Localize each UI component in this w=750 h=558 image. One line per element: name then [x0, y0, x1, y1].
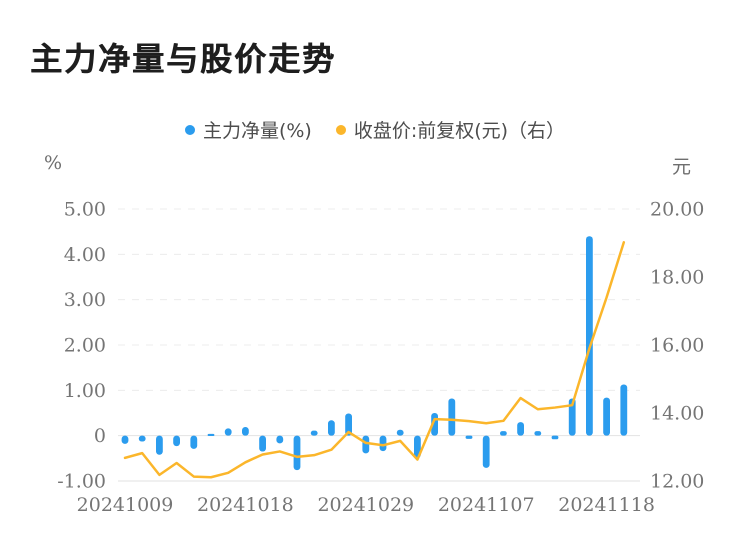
bar-20241016[interactable] — [207, 433, 215, 437]
x-axis-tick-label: 20241118 — [558, 494, 655, 516]
bar-20241028[interactable] — [345, 413, 352, 436]
bar-20241113[interactable] — [551, 435, 559, 440]
x-axis-tick-label: 20241107 — [438, 494, 535, 516]
bar-20241101[interactable] — [414, 435, 421, 458]
legend: 主力净量(%) 收盘价:前复权(元)（右） — [0, 116, 750, 143]
bar-20241111[interactable] — [517, 422, 524, 436]
legend-marker-main-net-volume-icon — [184, 124, 195, 135]
left-axis-tick-label: 0 — [94, 425, 106, 447]
bar-20241017[interactable] — [224, 428, 232, 436]
x-axis-tick-label: 20241009 — [77, 494, 174, 516]
right-axis-tick-label: 20.00 — [650, 199, 704, 221]
right-axis-tick-label: 14.00 — [650, 403, 704, 425]
bar-20241015[interactable] — [190, 435, 198, 449]
bar-20241010[interactable] — [138, 435, 146, 442]
left-axis-tick-label: 3.00 — [64, 289, 106, 311]
price-line — [123, 241, 626, 479]
left-axis-tick-label: 4.00 — [64, 244, 106, 266]
left-axis-tick-label: 1.00 — [64, 380, 106, 402]
bar-20241118[interactable] — [603, 397, 610, 436]
bar-20241119[interactable] — [620, 384, 628, 436]
bar-20241024[interactable] — [310, 430, 318, 436]
left-axis-tick-label: -1.00 — [57, 471, 106, 493]
bar-20241011[interactable] — [156, 435, 163, 455]
left-axis-tick-label: 2.00 — [64, 335, 106, 357]
bar-20241112[interactable] — [534, 431, 542, 436]
bar-20241115[interactable] — [586, 236, 593, 436]
bar-20241009[interactable] — [121, 435, 129, 444]
bar-20241106[interactable] — [465, 435, 473, 439]
bar-20241018[interactable] — [242, 427, 249, 436]
bar-20241031[interactable] — [396, 429, 404, 436]
bar-20241114[interactable] — [568, 398, 576, 436]
bar-20241025[interactable] — [328, 420, 335, 436]
legend-label-main-net-volume: 主力净量(%) — [202, 120, 312, 142]
legend-item-main-net-volume[interactable]: 主力净量(%) — [184, 116, 312, 143]
page-title: 主力净量与股价走势 — [30, 40, 337, 78]
bar-20241108[interactable] — [500, 431, 507, 436]
bar-20241105[interactable] — [448, 398, 456, 436]
bar-20241029[interactable] — [362, 435, 370, 454]
left-axis-unit: % — [44, 152, 63, 174]
bar-20241107[interactable] — [482, 435, 490, 468]
bar-20241021[interactable] — [259, 435, 266, 452]
legend-item-close-price[interactable]: 收盘价:前复权(元)（右） — [335, 116, 566, 143]
bar-20241014[interactable] — [173, 435, 180, 447]
right-axis-unit: 元 — [672, 156, 692, 178]
right-axis-tick-label: 16.00 — [650, 335, 704, 357]
left-axis-tick-label: 5.00 — [64, 199, 106, 221]
right-axis-tick-label: 18.00 — [650, 267, 704, 289]
x-axis-tick-label: 20241018 — [197, 494, 294, 516]
legend-marker-close-price-icon — [335, 124, 346, 135]
legend-label-close-price: 收盘价:前复权(元)（右） — [353, 120, 566, 142]
bar-20241022[interactable] — [276, 435, 284, 444]
x-axis-tick-label: 20241029 — [317, 494, 414, 516]
right-axis-tick-label: 12.00 — [650, 471, 704, 493]
bar-20241030[interactable] — [379, 435, 387, 452]
bar-20241023[interactable] — [293, 435, 301, 471]
